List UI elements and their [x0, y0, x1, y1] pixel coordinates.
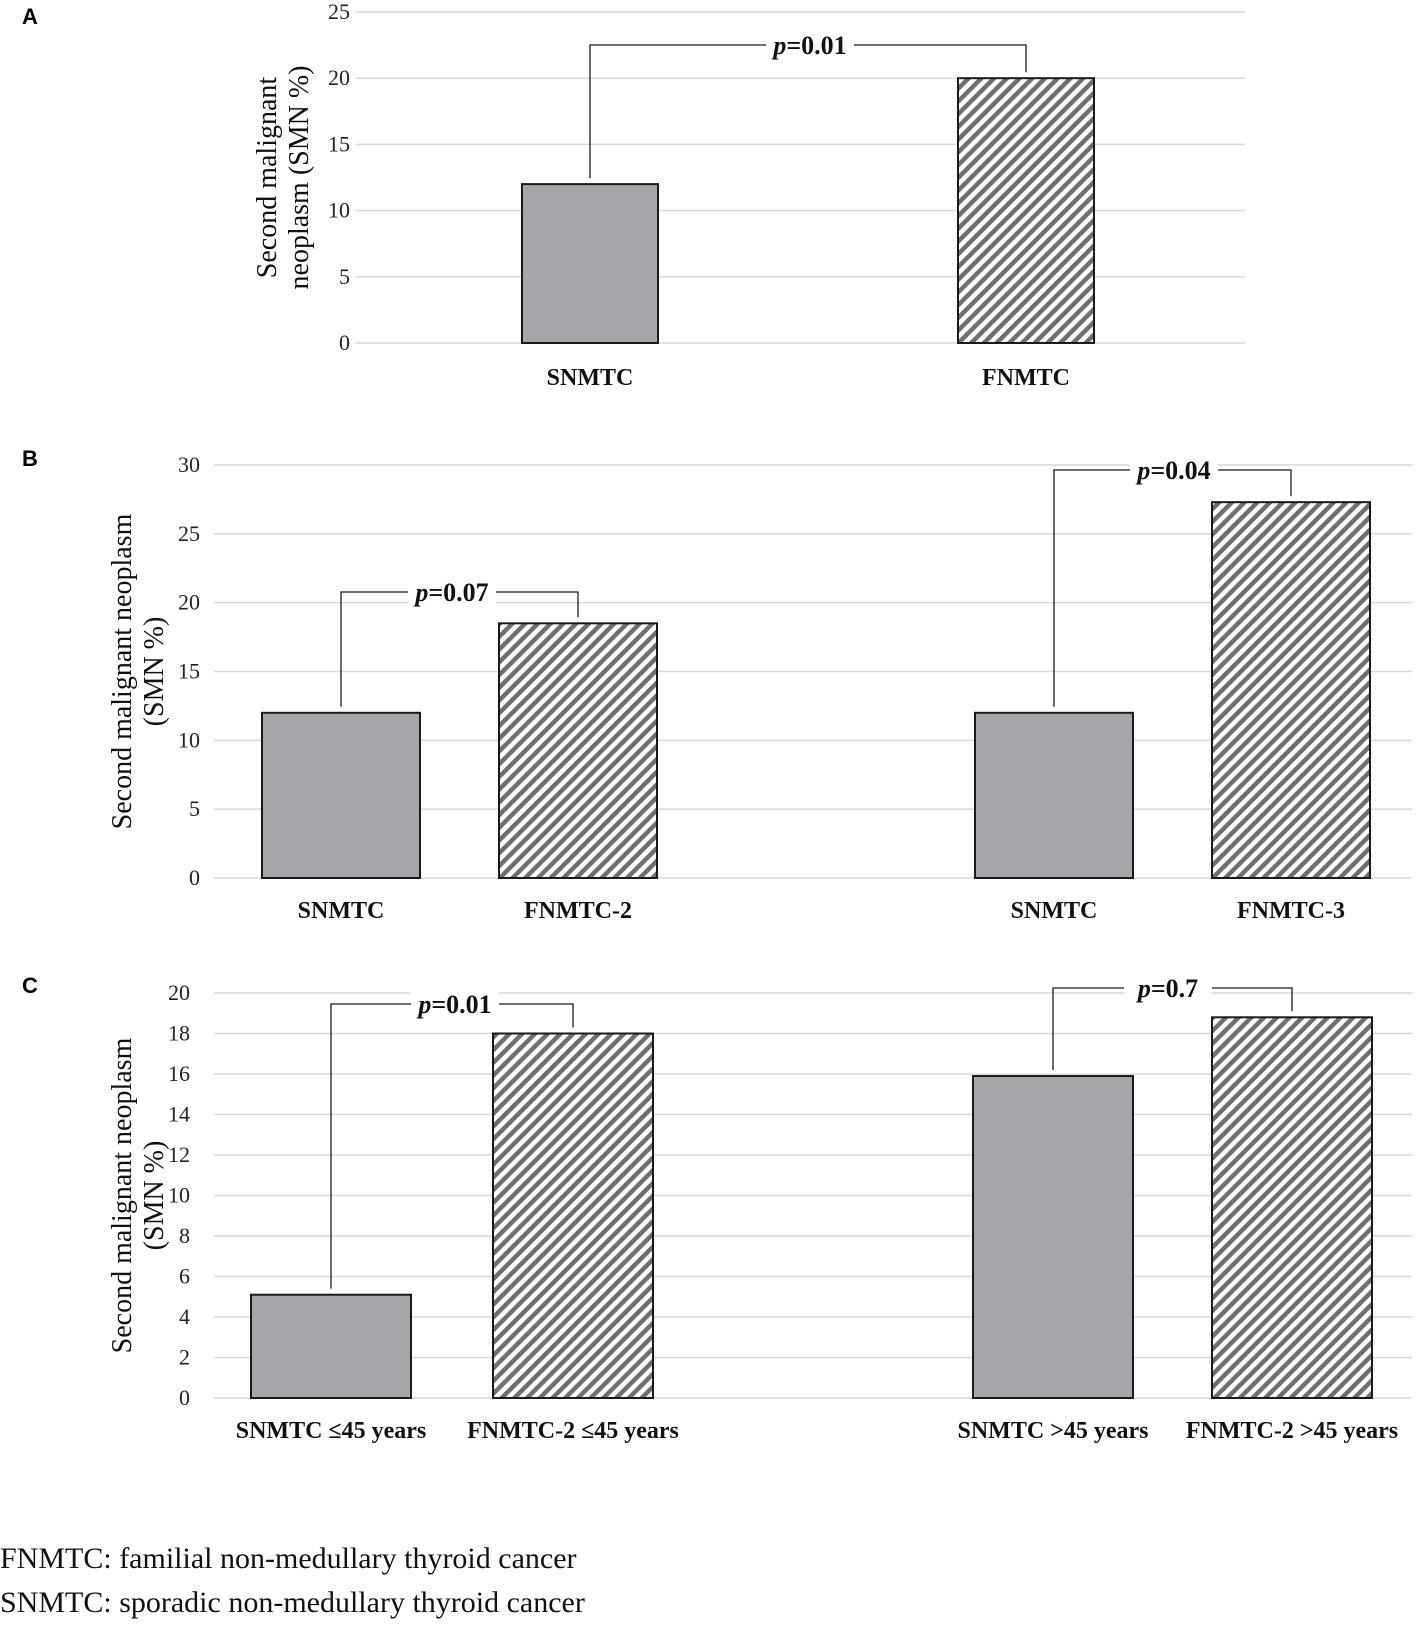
panel-b: B 0 5 10 15 20 25 30 Second malignant neoplasm(S…	[22, 446, 1412, 924]
bar	[972, 1075, 1134, 1400]
p-value-number: =0.07	[428, 578, 488, 607]
p-value-number: =0.04	[1150, 456, 1210, 485]
bar	[498, 622, 658, 879]
p-value-label: p=0.01	[416, 990, 491, 1019]
bar	[521, 183, 659, 344]
y-axis-title-line: Second malignant neoplasm	[107, 1037, 138, 1353]
y-tick-label: 15	[178, 659, 200, 684]
category-label: FNMTC-2 >45 years	[1186, 1418, 1398, 1444]
y-tick-label: 6	[179, 1264, 190, 1289]
y-tick-label: 4	[179, 1304, 190, 1329]
category-label: FNMTC	[982, 365, 1070, 391]
category-label: SNMTC	[547, 365, 634, 391]
bar	[1211, 1016, 1373, 1399]
legend-note-snmtc: SNMTC: sporadic non-medullary thyroid ca…	[0, 1586, 585, 1619]
bar	[1211, 501, 1371, 879]
panel-c: C 0 2 4 6 8 10 12 14 16 18 20 Second malignant neopl…	[22, 973, 1412, 1444]
panel-a: A 0 5 10 15 20 25 Second malignantneoplasm (SMN…	[22, 0, 1245, 391]
p-value-prefix: p	[1135, 456, 1150, 485]
y-tick-label: 15	[328, 131, 350, 156]
panel-label: B	[22, 446, 38, 471]
y-tick-label: 10	[168, 1183, 190, 1208]
y-axis-title-line: Second malignant neoplasm	[107, 513, 138, 829]
legend-note-fnmtc: FNMTC: familial non-medullary thyroid ca…	[0, 1542, 577, 1575]
y-axis-title: Second malignant neoplasm(SMN %)	[107, 1037, 170, 1353]
y-tick-label: 0	[189, 865, 200, 890]
p-value-backdrop	[766, 31, 854, 57]
p-value-number: =0.01	[786, 31, 846, 60]
bar	[974, 711, 1134, 879]
category-label: SNMTC	[298, 898, 385, 924]
y-axis-title-line: (SMN %)	[139, 1141, 170, 1251]
p-value-label: p=0.01	[771, 31, 846, 60]
y-tick-label: 14	[168, 1102, 190, 1127]
p-value-prefix: p	[416, 990, 431, 1019]
bar	[261, 711, 421, 879]
p-value-label: p=0.07	[413, 578, 488, 607]
y-tick-label: 20	[328, 65, 350, 90]
y-axis-title: Second malignant neoplasm(SMN %)	[107, 513, 170, 829]
p-value-prefix: p	[771, 31, 786, 60]
p-value-backdrop	[411, 990, 499, 1016]
category-label: SNMTC ≤45 years	[236, 1418, 427, 1444]
y-tick-label: 18	[168, 1021, 190, 1046]
category-label: FNMTC-2 ≤45 years	[467, 1418, 679, 1444]
bar	[250, 1293, 412, 1399]
bar	[957, 77, 1095, 344]
y-tick-label: 25	[178, 521, 200, 546]
panel-label: C	[22, 973, 38, 998]
category-label: FNMTC-2	[524, 898, 632, 924]
y-axis-title-line: neoplasm (SMN %)	[284, 66, 315, 290]
p-value-number: =0.01	[431, 990, 491, 1019]
p-value-label: p=0.7	[1136, 974, 1198, 1003]
p-value-prefix: p	[1136, 974, 1151, 1003]
y-tick-label: 20	[168, 980, 190, 1005]
panel-label: A	[22, 4, 38, 29]
bar	[492, 1032, 654, 1399]
p-value-backdrop	[408, 578, 496, 604]
y-axis-title-line: Second malignant	[252, 77, 283, 279]
category-label: SNMTC	[1011, 898, 1098, 924]
y-tick-label: 12	[168, 1142, 190, 1167]
y-tick-label: 5	[339, 264, 350, 289]
y-tick-label: 0	[339, 330, 350, 355]
category-label: SNMTC >45 years	[958, 1418, 1149, 1444]
y-tick-label: 10	[328, 198, 350, 223]
p-value-backdrop	[1124, 974, 1212, 1000]
y-tick-label: 8	[179, 1223, 190, 1248]
y-tick-label: 10	[178, 727, 200, 752]
p-value-prefix: p	[413, 578, 428, 607]
y-tick-label: 5	[189, 796, 200, 821]
p-value-number: =0.7	[1151, 974, 1198, 1003]
y-axis-title-line: (SMN %)	[139, 617, 170, 727]
y-tick-label: 0	[179, 1385, 190, 1410]
y-tick-label: 30	[178, 452, 200, 477]
p-value-backdrop	[1130, 456, 1218, 482]
category-label: FNMTC-3	[1237, 898, 1345, 924]
p-value-label: p=0.04	[1135, 456, 1210, 485]
legend-notes: FNMTC: familial non-medullary thyroid ca…	[0, 1542, 585, 1619]
y-tick-label: 25	[328, 0, 350, 24]
y-tick-label: 2	[179, 1345, 190, 1370]
y-axis-title: Second malignantneoplasm (SMN %)	[252, 66, 315, 290]
y-tick-label: 20	[178, 590, 200, 615]
y-tick-label: 16	[168, 1061, 190, 1086]
